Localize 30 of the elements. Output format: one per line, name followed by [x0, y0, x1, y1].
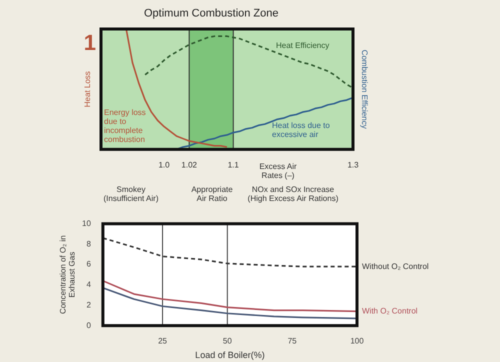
series-label: With O₂ Control	[362, 306, 418, 316]
band-label: Optimum Combustion Zone	[144, 8, 278, 20]
y-tick-label: 0	[86, 320, 92, 330]
series-label: Without O₂ Control	[362, 262, 429, 271]
y-tick-label: 8	[86, 239, 92, 248]
x-axis-title: Excess Air Rates (–)	[259, 162, 298, 180]
series-label: Heat loss due to excessive air	[272, 121, 330, 140]
x-axis-title: Load of Boiler(%)	[195, 350, 265, 360]
x-tick-label: 75	[288, 336, 298, 346]
series-label: Energy loss due to incomplete combustion	[104, 108, 146, 144]
x-tick-label: 25	[158, 336, 168, 346]
y-tick-label: 6	[86, 260, 92, 269]
y-tick-label: 2	[86, 300, 92, 310]
series-label: Heat Efficiency	[276, 41, 330, 50]
text: NOx and SOx Increase (High Excess Air Rations)	[248, 185, 339, 204]
y2-axis-title: Combustion Efficiency	[360, 50, 369, 129]
y-axis-title: Heat Loss	[83, 71, 92, 108]
y-tick-label: 4	[86, 280, 92, 290]
y-tick-label: 10	[82, 219, 92, 228]
x-tick-label: 100	[350, 336, 364, 346]
text: Appropriate Air Ratio	[191, 185, 234, 204]
y-axis-title: Concentration of O₂ in Exhaust Gas	[58, 235, 77, 314]
x-tick-label: 1.02	[181, 160, 198, 170]
x-tick-label: 1.1	[228, 160, 240, 170]
x-tick-label: 1.0	[158, 160, 170, 170]
text: 1	[84, 30, 96, 56]
x-tick-label: 50	[222, 336, 232, 346]
x-tick-label: 1.3	[347, 160, 360, 170]
text: Smokey (Insufficient Air)	[104, 185, 159, 204]
line-series	[102, 237, 357, 268]
